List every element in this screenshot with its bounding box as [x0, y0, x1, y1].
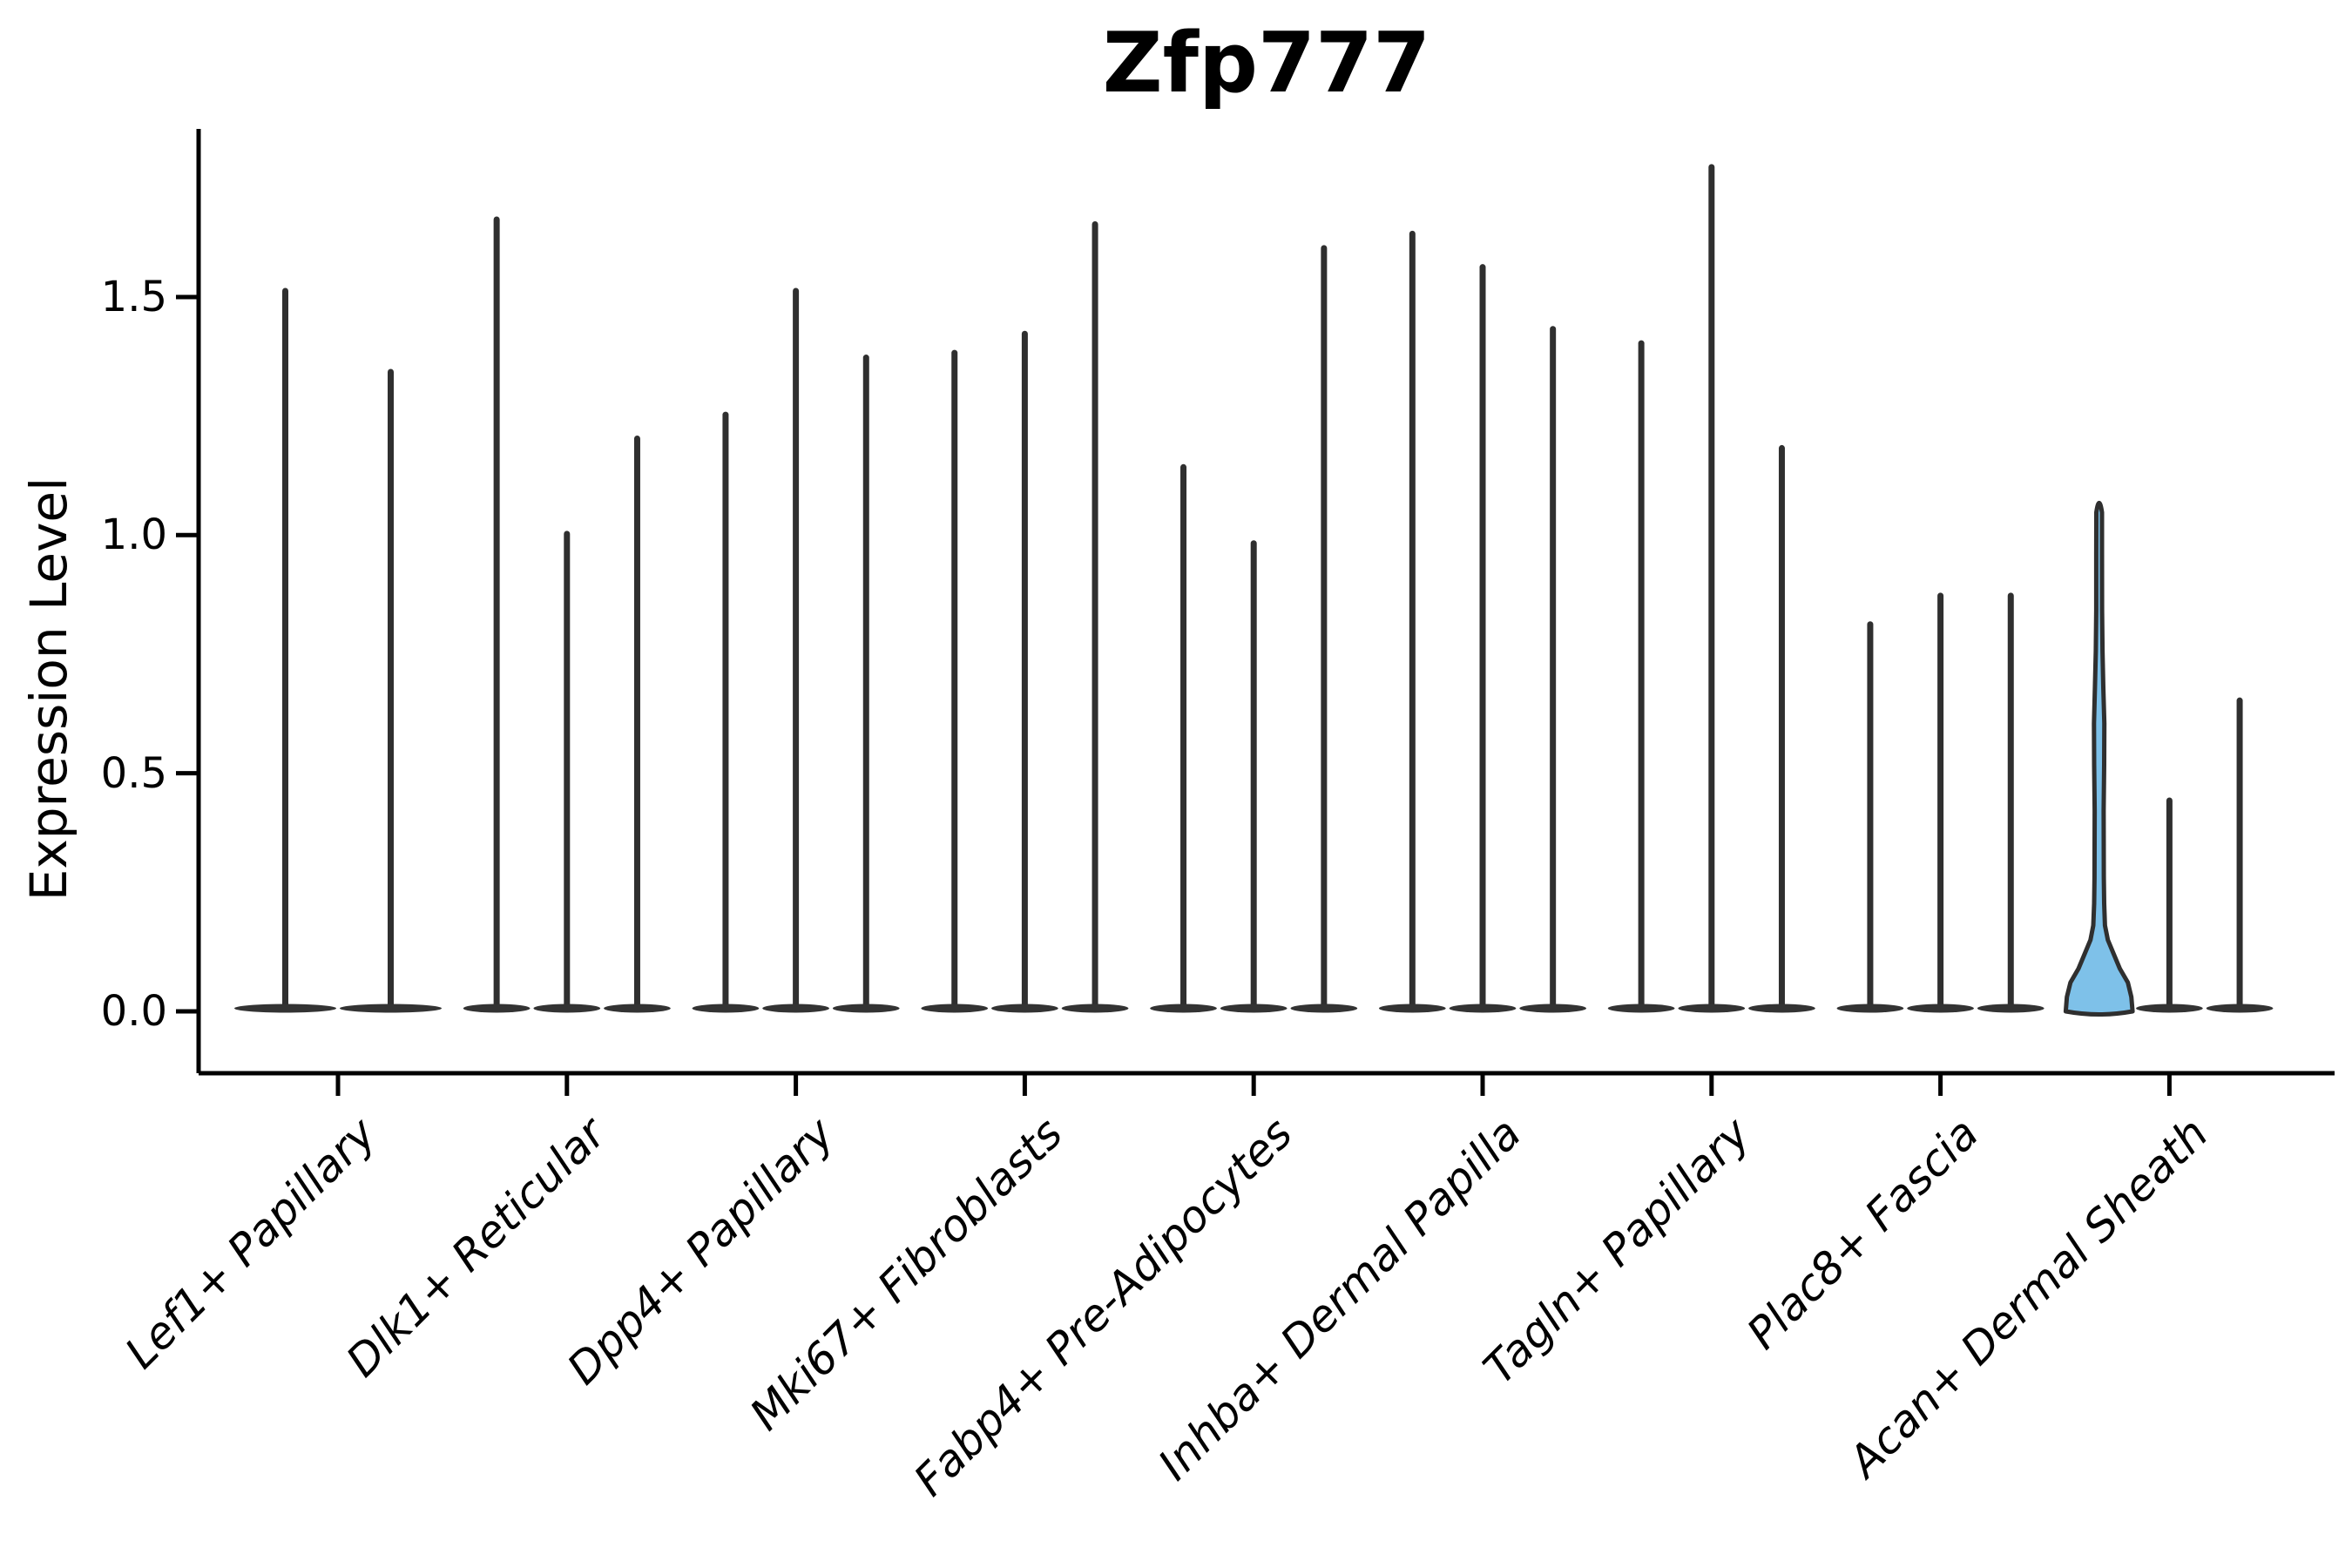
violin-base [1449, 1004, 1517, 1013]
y-tick-label: 0.5 [100, 748, 167, 798]
plot-title: Zfp777 [1102, 16, 1431, 112]
y-tick-label: 0.0 [100, 987, 167, 1036]
violin-base [1748, 1004, 1815, 1013]
violin-base [1907, 1004, 1974, 1013]
violin-base [463, 1004, 531, 1013]
violin-base [1519, 1004, 1586, 1013]
violin-base [604, 1004, 671, 1013]
violin-base [1836, 1004, 1904, 1013]
violin-base [1379, 1004, 1446, 1013]
violin-base [2136, 1004, 2203, 1013]
violin-base [340, 1004, 442, 1013]
violin-base [1977, 1004, 2044, 1013]
violin-base [1290, 1004, 1358, 1013]
violin-highlighted [2063, 500, 2135, 1017]
violin-base [1678, 1004, 1746, 1013]
violin-base [832, 1004, 900, 1013]
violin-base [234, 1004, 336, 1013]
violin-base [762, 1004, 829, 1013]
violin-base [2206, 1004, 2274, 1013]
y-tick-label: 1.0 [100, 510, 167, 560]
violin-base [533, 1004, 601, 1013]
violin-base [692, 1004, 760, 1013]
violin-base [1220, 1004, 1288, 1013]
violin-base [921, 1004, 989, 1013]
violin-base [1150, 1004, 1217, 1013]
violin-base [991, 1004, 1058, 1013]
y-tick-label: 1.5 [100, 272, 167, 321]
violin-base [1061, 1004, 1129, 1013]
violin-base [1607, 1004, 1675, 1013]
